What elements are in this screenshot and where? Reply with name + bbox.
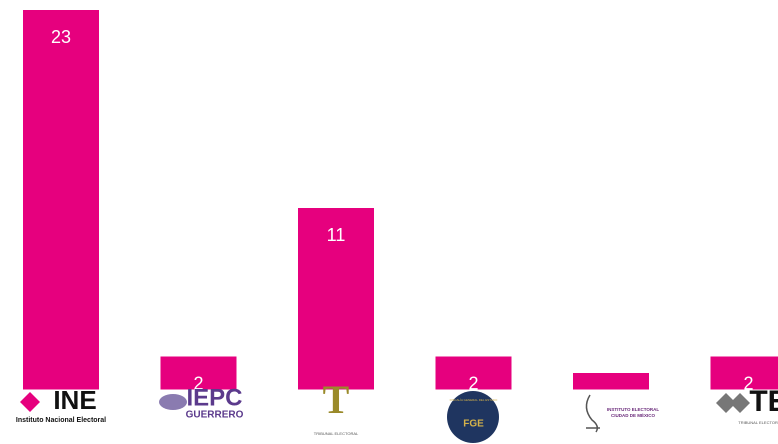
category-logo: FGE FISCALÍA GENERAL DEL ESTADO: [447, 391, 499, 443]
category-sublabel: FISCALÍA GENERAL DEL ESTADO: [450, 398, 498, 402]
value-label: 11: [327, 225, 346, 245]
logo-seal: [447, 391, 499, 443]
bar: [710, 356, 778, 390]
logo-diamonds: [716, 393, 750, 413]
bar: [435, 356, 512, 390]
category-label: INE: [53, 385, 96, 415]
category-label: IEPC: [186, 384, 242, 411]
category-logo: TE TRIBUNAL ELECTORAL: [716, 385, 778, 425]
value-label: 1: [606, 390, 616, 410]
value-label: 23: [51, 27, 71, 47]
category-sublabel: CIUDAD DE MÉXICO: [611, 411, 656, 418]
bar: [573, 373, 649, 390]
category-logo: T TRIBUNAL ELECTORAL: [314, 377, 359, 436]
category-label: T: [323, 377, 350, 422]
category-sublabel: TRIBUNAL ELECTORAL: [738, 420, 778, 425]
value-label: 2: [468, 373, 478, 393]
value-label: 2: [193, 373, 203, 393]
category-sublabel: GUERRERO: [186, 410, 244, 421]
logo-emblem: [159, 394, 187, 410]
category-sublabel: Instituto Nacional Electoral: [16, 417, 106, 424]
category-label: TE: [749, 385, 778, 418]
category-label: FGE: [463, 419, 484, 430]
value-label: 2: [743, 373, 753, 393]
bar: [160, 356, 237, 390]
category-logo: INE Instituto Nacional Electoral: [16, 385, 106, 424]
category-sublabel: TRIBUNAL ELECTORAL: [314, 431, 359, 436]
category-label: INSTITUTO ELECTORAL: [607, 407, 660, 412]
logo-diamond: [20, 392, 40, 412]
bar: [298, 208, 374, 390]
bar: [23, 10, 99, 390]
logo-mark: [585, 394, 600, 433]
